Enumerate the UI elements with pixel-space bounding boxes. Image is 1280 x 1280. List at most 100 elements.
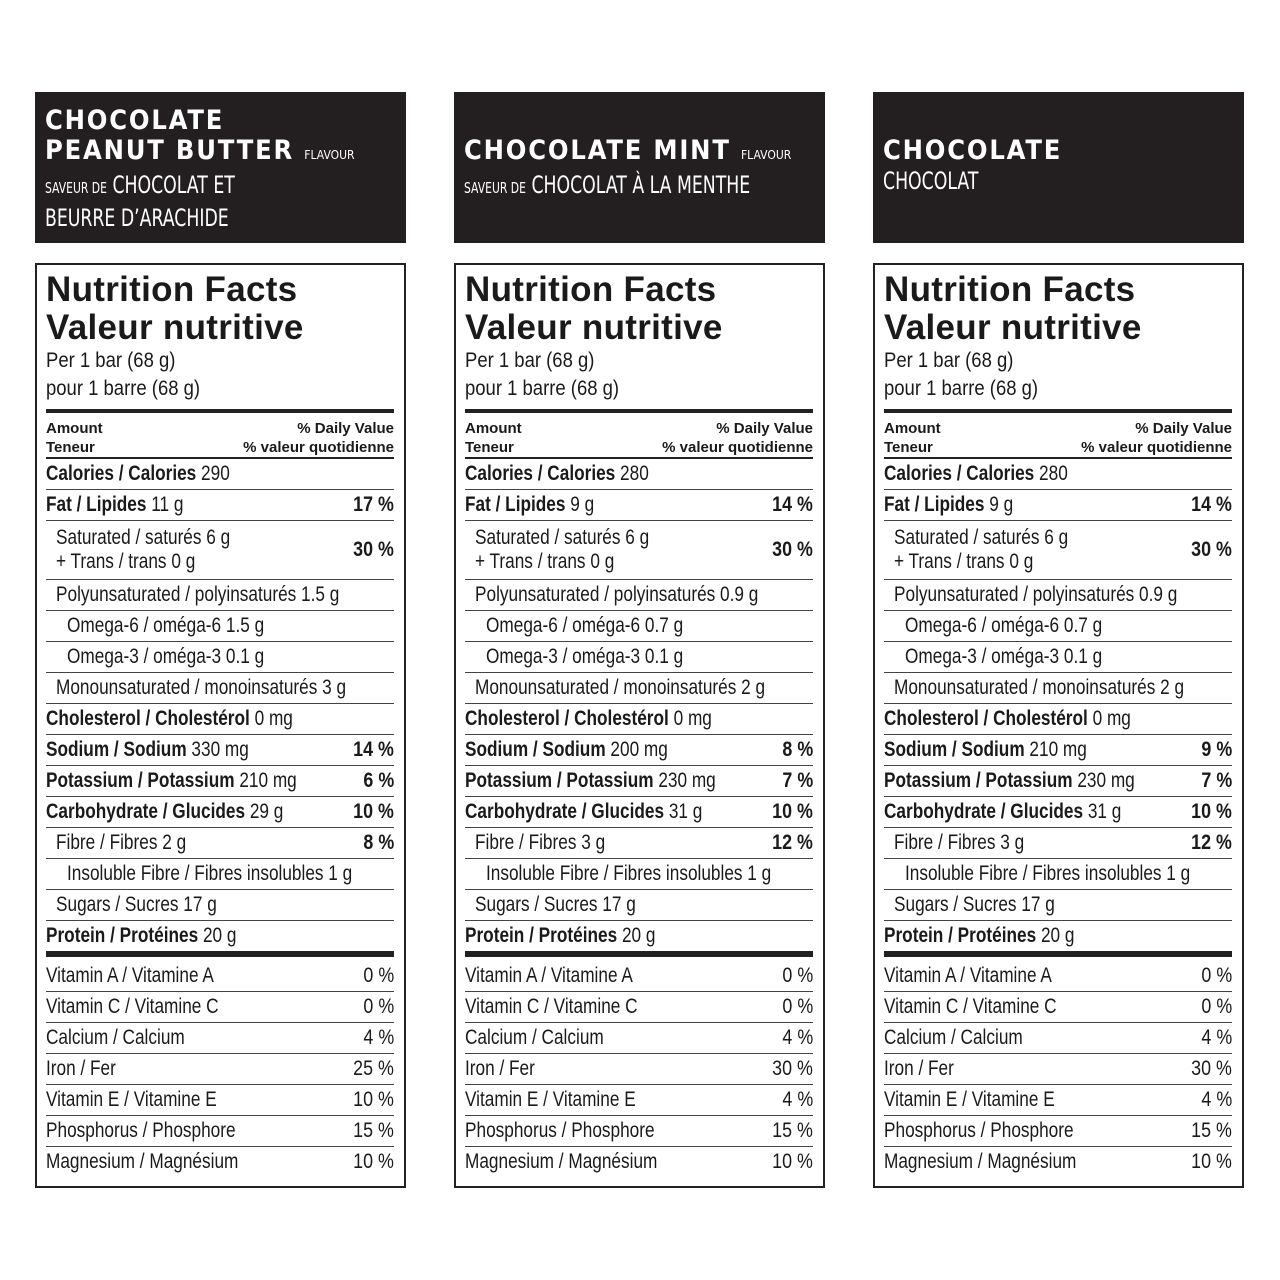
serving-size-en: Per 1 bar (68 g) [884,349,1014,372]
nutrient-amount: Polyunsaturated / polyinsaturés 0.9 g [475,583,759,606]
nutrient-row: Protein / Protéines 20 g [46,921,394,957]
vitamin-row: Phosphorus / Phosphore 15 % [465,1116,813,1147]
nutrient-label: Monounsaturated / monoinsaturés 3 g [56,676,346,700]
nutrient-row: Fat / Lipides 11 g 17 % [46,490,394,521]
vitamin-daily-value: 0 % [1201,995,1232,1018]
nutrient-amount: Monounsaturated / monoinsaturés 3 g [56,676,347,699]
nutrient-row: Cholesterol / Cholestérol 0 mg [884,704,1232,735]
nutrient-row: Sodium / Sodium 210 mg 9 % [884,735,1232,766]
nutrient-label: Potassium / Potassium 230 mg [884,769,1135,793]
nutrient-label: Cholesterol / Cholestérol 0 mg [46,707,293,731]
daily-value-percent: 9 % [1201,738,1232,761]
daily-value-percent: 17 % [353,493,394,516]
nutrient-label: Protein / Protéines 20 g [46,924,236,948]
nutrient-label: Calories / Calories 280 [465,462,649,486]
nutrient-label: Monounsaturated / monoinsaturés 2 g [894,676,1184,700]
vitamin-daily-value: 30 % [772,1057,813,1080]
nutrient-row: Calories / Calories 280 [465,459,813,490]
nutrient-name: Protein / Protéines [46,924,199,947]
vitamin-daily-value: 4 % [782,1026,813,1049]
nutrient-label: Protein / Protéines 20 g [465,924,655,948]
daily-value-percent: 6 % [363,769,394,792]
nutrient-row: Omega-3 / oméga-3 0.1 g [465,642,813,673]
nutrient-amount: 0 mg [254,707,293,730]
product-name: CHOCOLATE [883,135,1063,166]
vitamin-label: Magnesium / Magnésium [465,1150,658,1173]
thick-divider [884,409,1232,413]
saveur-label: SAVEUR DE [45,179,107,197]
daily-value-header: % Daily Value % valeur quotidienne [662,419,813,457]
nutrient-text: Saturated / saturés 6 g [475,526,650,549]
nutrient-row: Calories / Calories 280 [884,459,1232,490]
nutrient-amount: Polyunsaturated / polyinsaturés 1.5 g [56,583,340,606]
nutrient-label: Fat / Lipides 9 g [884,493,1013,517]
nutrient-amount: 20 g [202,924,237,947]
nutrient-label: Sugars / Sucres 17 g [56,893,217,917]
nutrient-label: Saturated / saturés 6 g + Trans / trans 0… [894,526,1068,574]
nutrient-label: Insoluble Fibre / Fibres insolubles 1 g [67,862,352,886]
amount-fr: Teneur [884,439,933,456]
daily-value-percent: 10 % [353,800,394,823]
nutrient-name: Cholesterol / Cholestérol [884,707,1088,730]
nutrient-amount: 31 g [1087,800,1122,823]
nutrient-amount: 31 g [668,800,703,823]
product-name-fr-line: BEURRE D’ARACHIDE [45,203,298,233]
vitamin-row: Vitamin A / Vitamine A 0 % [46,961,394,992]
vitamin-daily-value: 0 % [363,995,394,1018]
nutrient-label: Monounsaturated / monoinsaturés 2 g [475,676,765,700]
vitamin-row: Iron / Fer 30 % [465,1054,813,1085]
nutrient-label: Omega-6 / oméga-6 1.5 g [67,614,264,638]
nutrient-row: Omega-3 / oméga-3 0.1 g [884,642,1232,673]
nutrient-name: Carbohydrate / Glucides [465,800,665,823]
nutrition-facts-table: Nutrition Facts Valeur nutritive Per 1 bar… [35,263,406,1188]
vitamin-label: Phosphorus / Phosphore [465,1119,655,1142]
amount-en: Amount [46,420,103,437]
nutrient-label: Calories / Calories 290 [46,462,230,486]
nutrient-amount: Omega-3 / oméga-3 0.1 g [486,645,684,668]
nutrient-label: Fat / Lipides 9 g [465,493,594,517]
nutrient-amount: 230 mg [658,769,716,792]
nutrient-amount: 210 mg [1029,738,1087,761]
nutrient-label: Calories / Calories 280 [884,462,1068,486]
nutrient-amount: Fibre / Fibres 3 g [894,831,1025,854]
daily-value-percent: 12 % [1191,831,1232,854]
nutrient-name: Fat / Lipides [884,493,985,516]
nutrient-amount: Monounsaturated / monoinsaturés 2 g [894,676,1185,699]
title-fr: Valeur nutritive [46,308,304,347]
nutrient-amount: Fibre / Fibres 3 g [475,831,606,854]
vitamin-daily-value: 4 % [1201,1088,1232,1111]
nutrient-text-2: + Trans / trans 0 g [475,550,615,573]
vitamin-daily-value: 0 % [363,964,394,987]
daily-value-header: % Daily Value % valeur quotidienne [1081,419,1232,457]
nutrient-row: Cholesterol / Cholestérol 0 mg [46,704,394,735]
vitamin-label: Calcium / Calcium [465,1026,604,1049]
nutrient-row: Sugars / Sucres 17 g [46,890,394,921]
nutrient-amount: Sugars / Sucres 17 g [894,893,1055,916]
vitamin-label: Vitamin E / Vitamine E [884,1088,1055,1111]
vitamin-daily-value: 10 % [1191,1150,1232,1173]
column-headers: Amount Teneur % Daily Value % valeur quotid… [465,413,813,459]
nutrient-row: Cholesterol / Cholestérol 0 mg [465,704,813,735]
nutrient-label: Sugars / Sucres 17 g [894,893,1055,917]
product-name-fr: CHOCOLAT ET [112,171,235,199]
title-en: Nutrition Facts [46,270,298,309]
serving-size-fr: pour 1 barre (68 g) [465,377,620,400]
nutrient-amount: 0 mg [673,707,712,730]
nutrient-row: Potassium / Potassium 210 mg 6 % [46,766,394,797]
thick-divider [46,409,394,413]
vitamin-daily-value: 10 % [353,1150,394,1173]
vitamin-row: Iron / Fer 30 % [884,1054,1232,1085]
nutrient-row: Sugars / Sucres 17 g [884,890,1232,921]
nutrient-amount: Omega-6 / oméga-6 0.7 g [486,614,684,637]
vitamin-label: Vitamin E / Vitamine E [465,1088,636,1111]
nutrient-label: Sugars / Sucres 17 g [475,893,636,917]
saveur-label: SAVEUR DE [464,179,526,197]
nutrient-name: Protein / Protéines [465,924,618,947]
nutrient-row: Potassium / Potassium 230 mg 7 % [465,766,813,797]
nutrient-row: Sodium / Sodium 200 mg 8 % [465,735,813,766]
nutrient-label: Fibre / Fibres 3 g [475,831,605,855]
nutrient-row: Protein / Protéines 20 g [465,921,813,957]
nutrient-name: Protein / Protéines [884,924,1037,947]
product-header: CHOCOLATE PEANUT BUTTER FLAVOUR SAVEUR DE … [35,92,406,243]
